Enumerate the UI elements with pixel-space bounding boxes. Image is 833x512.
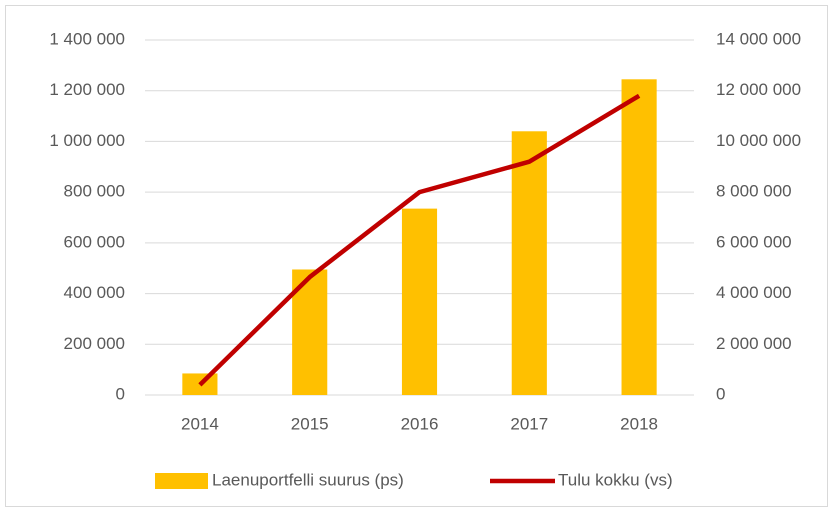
y-tick-label: 400 000	[64, 283, 125, 302]
bar	[401, 208, 438, 395]
y2-tick-label: 10 000 000	[716, 131, 801, 150]
y-tick-label: 600 000	[64, 232, 125, 251]
legend-label: Tulu kokku (vs)	[558, 470, 673, 489]
y-tick-label: 1 400 000	[49, 29, 125, 48]
x-tick-label: 2018	[620, 414, 658, 433]
y2-tick-label: 6 000 000	[716, 232, 792, 251]
x-tick-label: 2014	[181, 414, 219, 433]
y2-tick-label: 0	[716, 384, 725, 403]
x-tick-label: 2017	[510, 414, 548, 433]
y2-tick-label: 14 000 000	[716, 29, 801, 48]
x-tick-label: 2016	[401, 414, 439, 433]
y-tick-label: 1 200 000	[49, 80, 125, 99]
y2-tick-label: 2 000 000	[716, 334, 792, 353]
y2-tick-label: 4 000 000	[716, 283, 792, 302]
y-tick-label: 1 000 000	[49, 131, 125, 150]
y-tick-label: 0	[116, 384, 125, 403]
x-tick-label: 2015	[291, 414, 329, 433]
legend-swatch	[155, 473, 208, 489]
y-tick-label: 800 000	[64, 182, 125, 201]
bar	[621, 79, 657, 395]
y-tick-label: 200 000	[64, 334, 125, 353]
line	[198, 93, 641, 387]
y2-tick-label: 12 000 000	[716, 80, 801, 99]
bar	[511, 131, 547, 396]
legend-label: Laenuportfelli suurus (ps)	[212, 470, 404, 489]
y2-tick-label: 8 000 000	[716, 182, 792, 201]
